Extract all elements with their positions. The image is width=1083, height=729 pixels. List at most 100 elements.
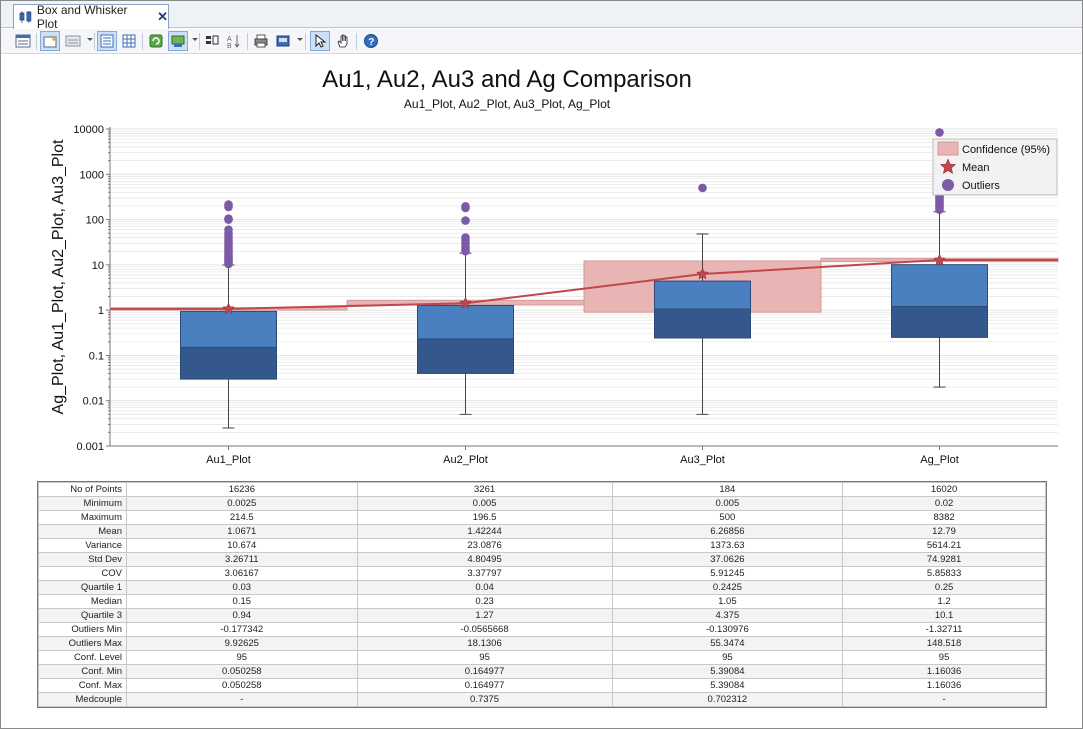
table-row: Median 0.15 0.23 1.05 1.2 bbox=[38, 594, 1046, 609]
pan-hand-icon[interactable] bbox=[333, 31, 353, 51]
outlier-point bbox=[224, 215, 233, 224]
help-icon[interactable]: ? bbox=[361, 31, 381, 51]
table-cell: 16236 bbox=[126, 482, 358, 497]
box-lower-quartile bbox=[417, 338, 514, 374]
table-cell: 16020 bbox=[842, 482, 1046, 497]
table-cell: 0.050258 bbox=[126, 678, 358, 693]
mean-marker bbox=[933, 253, 946, 266]
table-cell: 74.9281 bbox=[842, 552, 1046, 567]
table-cell: 1.05 bbox=[611, 594, 844, 609]
table-cell: 3261 bbox=[356, 482, 613, 497]
grid-icon[interactable] bbox=[119, 31, 139, 51]
table-cell: 0.2425 bbox=[611, 580, 844, 595]
table-cell: 6.26856 bbox=[611, 524, 844, 539]
y-tick-label: 10000 bbox=[73, 124, 104, 136]
table-cell: 0.15 bbox=[126, 594, 358, 609]
box-lower-quartile bbox=[180, 346, 277, 380]
mean-marker bbox=[222, 302, 235, 315]
mean-line bbox=[110, 259, 1058, 310]
table-row: Outliers Max 9.92625 18.1306 55.3474 148.518 bbox=[38, 636, 1046, 651]
row-label: Medcouple bbox=[38, 692, 127, 707]
table-cell: 12.79 bbox=[842, 524, 1046, 539]
legend: Confidence (95%) Mean Outliers bbox=[932, 138, 1058, 196]
table-row: Quartile 1 0.03 0.04 0.2425 0.25 bbox=[38, 580, 1046, 595]
box-lower-quartile bbox=[654, 308, 751, 339]
properties-icon[interactable] bbox=[13, 31, 33, 51]
refresh-icon[interactable] bbox=[146, 31, 166, 51]
save-image-icon[interactable] bbox=[273, 31, 293, 51]
outlier-point bbox=[935, 205, 944, 215]
row-label: Maximum bbox=[38, 510, 127, 525]
row-label: Outliers Max bbox=[38, 636, 127, 651]
chevron-down-icon[interactable] bbox=[297, 38, 303, 41]
select-pointer-icon[interactable] bbox=[310, 31, 330, 51]
table-cell: 0.7375 bbox=[356, 692, 613, 707]
table-cell: 3.37797 bbox=[356, 566, 613, 581]
outlier-point bbox=[224, 259, 233, 269]
table-cell: 1.2 bbox=[842, 594, 1046, 609]
table-cell: - bbox=[126, 692, 358, 707]
outlier-point bbox=[461, 246, 470, 256]
row-label: Conf. Level bbox=[38, 650, 127, 665]
chart-title: Au1, Au2, Au3 and Ag Comparison bbox=[322, 66, 692, 93]
document-tab-strip: Box and Whisker Plot ✕ bbox=[1, 1, 1082, 31]
mean-marker bbox=[696, 267, 709, 280]
mean-marker bbox=[459, 296, 472, 309]
table-cell: 148.518 bbox=[842, 636, 1046, 651]
table-cell: 1.16036 bbox=[842, 678, 1046, 693]
row-label: COV bbox=[38, 566, 127, 581]
x-tick-label: Au1_Plot bbox=[206, 454, 251, 466]
table-row: Mean 1.0671 1.42244 6.26856 12.79 bbox=[38, 524, 1046, 539]
y-tick-label: 100 bbox=[86, 215, 104, 227]
svg-text:B: B bbox=[227, 43, 232, 49]
row-label: Median bbox=[38, 594, 127, 609]
box-lower-quartile bbox=[891, 306, 988, 338]
sort-bar-icon[interactable] bbox=[202, 31, 222, 51]
table-cell: 1.42244 bbox=[356, 524, 613, 539]
table-row: Variance 10.674 23.0876 1373.63 5614.21 bbox=[38, 538, 1046, 553]
tab-box-and-whisker-plot[interactable]: Box and Whisker Plot ✕ bbox=[13, 3, 169, 31]
row-label: Quartile 1 bbox=[38, 580, 127, 595]
list-icon[interactable] bbox=[97, 31, 117, 51]
chevron-down-icon[interactable] bbox=[192, 38, 198, 41]
row-label: Conf. Max bbox=[38, 678, 127, 693]
table-cell: 0.03 bbox=[126, 580, 358, 595]
display-options-icon[interactable] bbox=[63, 31, 83, 51]
y-tick-label: 1 bbox=[98, 305, 104, 317]
table-cell: 4.80495 bbox=[356, 552, 613, 567]
table-cell: 0.25 bbox=[842, 580, 1046, 595]
legend-label: Outliers bbox=[962, 180, 1000, 192]
table-row: COV 3.06167 3.37797 5.91245 5.85833 bbox=[38, 566, 1046, 581]
legend-label: Confidence (95%) bbox=[962, 144, 1050, 156]
outlier-point bbox=[461, 216, 470, 225]
table-row: Conf. Max 0.050258 0.164977 5.39084 1.16036 bbox=[38, 678, 1046, 693]
y-tick-label: 0.1 bbox=[89, 350, 104, 362]
tab-label: Box and Whisker Plot bbox=[36, 3, 128, 31]
legend-swatch-mean bbox=[939, 158, 957, 174]
table-cell: 5.39084 bbox=[611, 678, 844, 693]
table-cell: 3.06167 bbox=[126, 566, 358, 581]
table-cell: -0.177342 bbox=[126, 622, 358, 637]
table-cell: 5.39084 bbox=[611, 664, 844, 679]
close-icon[interactable]: ✕ bbox=[157, 9, 168, 24]
box-whisker-chart: Au1, Au2, Au3 and Ag Comparison Au1_Plot… bbox=[50, 66, 1059, 466]
table-cell: 9.92625 bbox=[126, 636, 358, 651]
plot-area: 0.001 0.01 0.1 1 10 100 1000 10000 Au1_Plot Au2_P… bbox=[73, 124, 1059, 466]
table-cell: 0.94 bbox=[126, 608, 358, 623]
table-row: Outliers Min -0.177342 -0.0565668 -0.130976… bbox=[38, 622, 1046, 637]
x-tick-label: Ag_Plot bbox=[920, 454, 959, 466]
chevron-down-icon[interactable] bbox=[87, 38, 93, 41]
print-icon[interactable] bbox=[251, 31, 271, 51]
edit-table-icon[interactable] bbox=[40, 31, 60, 51]
outlier-point bbox=[224, 202, 233, 212]
table-cell: 95 bbox=[842, 650, 1046, 665]
export-icon[interactable] bbox=[168, 31, 188, 51]
y-tick-label: 10 bbox=[92, 260, 104, 272]
row-label: Quartile 3 bbox=[38, 608, 127, 623]
y-tick-label: 0.001 bbox=[76, 441, 104, 453]
table-cell: 1.16036 bbox=[842, 664, 1046, 679]
table-cell: 10.1 bbox=[842, 608, 1046, 623]
table-cell: -1.32711 bbox=[842, 622, 1046, 637]
